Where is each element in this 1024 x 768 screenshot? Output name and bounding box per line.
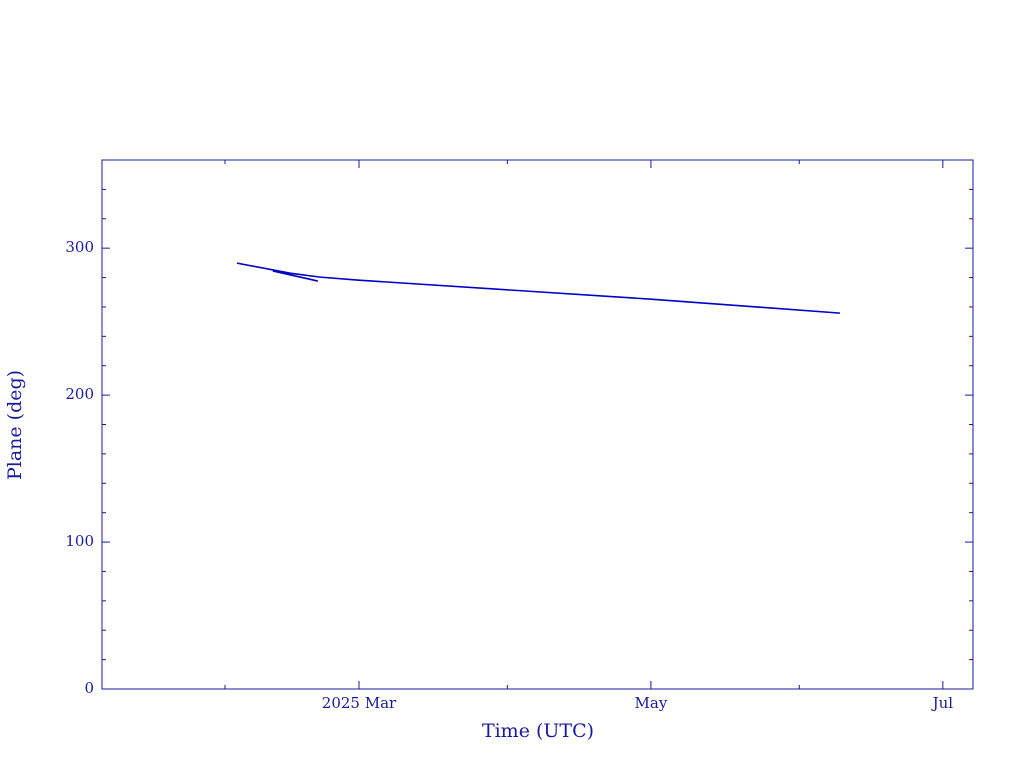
y-tick-label: 300 xyxy=(65,238,94,256)
x-axis-title: Time (UTC) xyxy=(482,720,594,742)
y-tick-label: 100 xyxy=(65,532,94,550)
x-tick-label: May xyxy=(635,694,668,712)
data-line xyxy=(236,262,841,314)
x-tick-label: 2025 Mar xyxy=(322,694,397,712)
y-axis-title: Plane (deg) xyxy=(4,370,26,480)
plot-frame xyxy=(101,159,974,690)
y-tick-label: 200 xyxy=(65,385,94,403)
y-tick-label: 0 xyxy=(84,679,94,697)
x-tick-label: Jul xyxy=(931,694,954,712)
